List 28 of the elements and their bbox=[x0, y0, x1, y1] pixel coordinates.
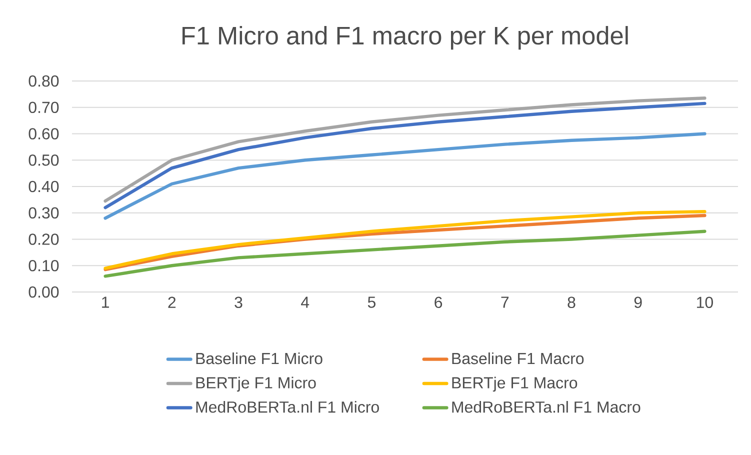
x-tick-label: 5 bbox=[368, 296, 376, 308]
x-tick-label: 3 bbox=[234, 296, 242, 308]
legend-label: BERTje F1 Micro bbox=[196, 376, 316, 392]
x-tick-label: 6 bbox=[434, 296, 442, 308]
legend-label: BERTje F1 Macro bbox=[452, 376, 578, 392]
y-tick-label: 0.80 bbox=[28, 75, 59, 87]
legend-label: Baseline F1 Macro bbox=[452, 352, 584, 364]
x-tick-label: 1 bbox=[102, 296, 109, 308]
y-tick-label: 0.70 bbox=[28, 102, 59, 114]
x-tick-label: 9 bbox=[634, 296, 642, 308]
y-tick-label: 0.40 bbox=[28, 180, 59, 192]
y-tick-label: 0.10 bbox=[28, 260, 59, 272]
y-tick-label: 0.00 bbox=[28, 286, 59, 298]
line-series bbox=[104, 230, 706, 278]
y-tick-label: 0.60 bbox=[28, 128, 59, 140]
y-tick-label: 0.30 bbox=[28, 207, 59, 219]
y-tick-label: 0.20 bbox=[28, 234, 59, 245]
legend-label: MedRoBERTa.nl F1 Micro bbox=[196, 400, 379, 413]
x-tick-label: 10 bbox=[697, 296, 713, 308]
chart-title: F1 Micro and F1 macro per K per model bbox=[182, 26, 628, 50]
x-tick-label: 2 bbox=[168, 296, 176, 308]
x-tick-label: 8 bbox=[568, 296, 576, 308]
x-tick-label: 4 bbox=[301, 296, 310, 308]
legend-label: Baseline F1 Micro bbox=[196, 352, 322, 364]
y-tick-label: 0.50 bbox=[28, 154, 59, 166]
line-series bbox=[104, 132, 706, 220]
legend-label: MedRoBERTa.nl F1 Macro bbox=[452, 400, 640, 413]
x-tick-label: 7 bbox=[501, 296, 509, 308]
